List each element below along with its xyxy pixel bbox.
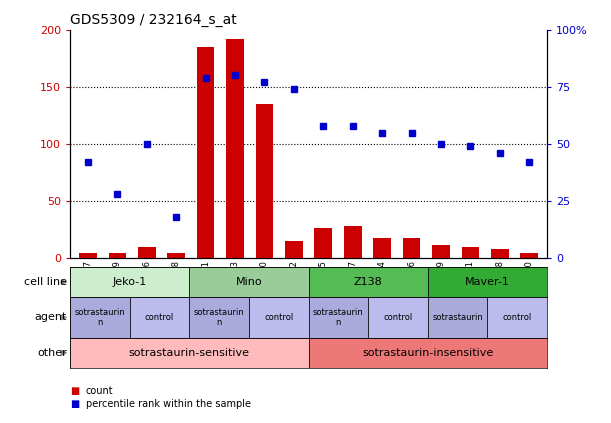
Bar	[432, 245, 450, 258]
Text: ■: ■	[70, 399, 79, 409]
Text: sotrastaurin
n: sotrastaurin n	[194, 308, 244, 327]
Bar	[488, 297, 547, 338]
Text: Jeko-1: Jeko-1	[112, 277, 147, 287]
Bar	[315, 228, 332, 258]
Text: control: control	[502, 313, 532, 322]
Text: control: control	[264, 313, 293, 322]
Bar	[167, 253, 185, 258]
Bar	[70, 338, 309, 368]
Bar	[428, 297, 488, 338]
Bar	[255, 104, 273, 258]
Text: Maver-1: Maver-1	[465, 277, 510, 287]
Text: GDS5309 / 232164_s_at: GDS5309 / 232164_s_at	[70, 13, 237, 27]
Text: control: control	[145, 313, 174, 322]
Bar	[109, 253, 126, 258]
Bar	[344, 226, 362, 258]
Text: Z138: Z138	[354, 277, 382, 287]
Bar	[368, 297, 428, 338]
Bar	[189, 297, 249, 338]
Text: sotrastaurin-insensitive: sotrastaurin-insensitive	[362, 348, 493, 358]
Bar	[428, 267, 547, 297]
Bar	[249, 297, 309, 338]
Text: ■: ■	[70, 386, 79, 396]
Text: control: control	[383, 313, 412, 322]
Text: count: count	[86, 386, 113, 396]
Text: other: other	[37, 348, 67, 358]
Bar	[309, 338, 547, 368]
Bar	[70, 297, 130, 338]
Bar	[138, 247, 156, 258]
Text: percentile rank within the sample: percentile rank within the sample	[86, 399, 251, 409]
Bar	[197, 47, 214, 258]
Text: sotrastaurin-sensitive: sotrastaurin-sensitive	[129, 348, 250, 358]
Bar	[189, 267, 309, 297]
Bar	[130, 297, 189, 338]
Text: sotrastaurin: sotrastaurin	[432, 313, 483, 322]
Bar	[521, 253, 538, 258]
Bar	[373, 238, 391, 258]
Bar	[79, 253, 97, 258]
Text: cell line: cell line	[24, 277, 67, 287]
Bar	[309, 297, 368, 338]
Text: agent: agent	[35, 313, 67, 322]
Text: sotrastaurin
n: sotrastaurin n	[313, 308, 364, 327]
Text: sotrastaurin
n: sotrastaurin n	[75, 308, 125, 327]
Bar	[285, 241, 302, 258]
Bar	[461, 247, 479, 258]
Bar	[403, 238, 420, 258]
Bar	[70, 267, 189, 297]
Bar	[226, 39, 244, 258]
Bar	[309, 267, 428, 297]
Text: Mino: Mino	[236, 277, 262, 287]
Bar	[491, 249, 508, 258]
